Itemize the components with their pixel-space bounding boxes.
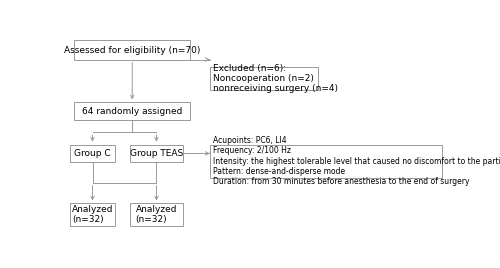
Text: Excluded (n=6):
Noncooperation (n=2)
nonreceiving surgery (n=4): Excluded (n=6): Noncooperation (n=2) non… xyxy=(213,64,338,94)
Text: Group C: Group C xyxy=(74,149,111,158)
FancyBboxPatch shape xyxy=(130,203,182,226)
FancyBboxPatch shape xyxy=(74,40,190,60)
Text: Analyzed
(n=32): Analyzed (n=32) xyxy=(72,205,114,225)
Text: Assessed for eligibility (n=70): Assessed for eligibility (n=70) xyxy=(64,46,200,55)
Text: Analyzed
(n=32): Analyzed (n=32) xyxy=(136,205,177,225)
FancyBboxPatch shape xyxy=(130,145,182,162)
FancyBboxPatch shape xyxy=(210,145,442,178)
Text: 64 randomly assigned: 64 randomly assigned xyxy=(82,107,182,116)
Text: Acupoints: PC6, LI4
Frequency: 2/100 Hz
Intensity: the highest tolerable level t: Acupoints: PC6, LI4 Frequency: 2/100 Hz … xyxy=(213,136,500,187)
FancyBboxPatch shape xyxy=(70,203,115,226)
FancyBboxPatch shape xyxy=(70,145,115,162)
Text: Group TEAS: Group TEAS xyxy=(130,149,183,158)
FancyBboxPatch shape xyxy=(74,102,190,120)
FancyBboxPatch shape xyxy=(210,67,318,90)
